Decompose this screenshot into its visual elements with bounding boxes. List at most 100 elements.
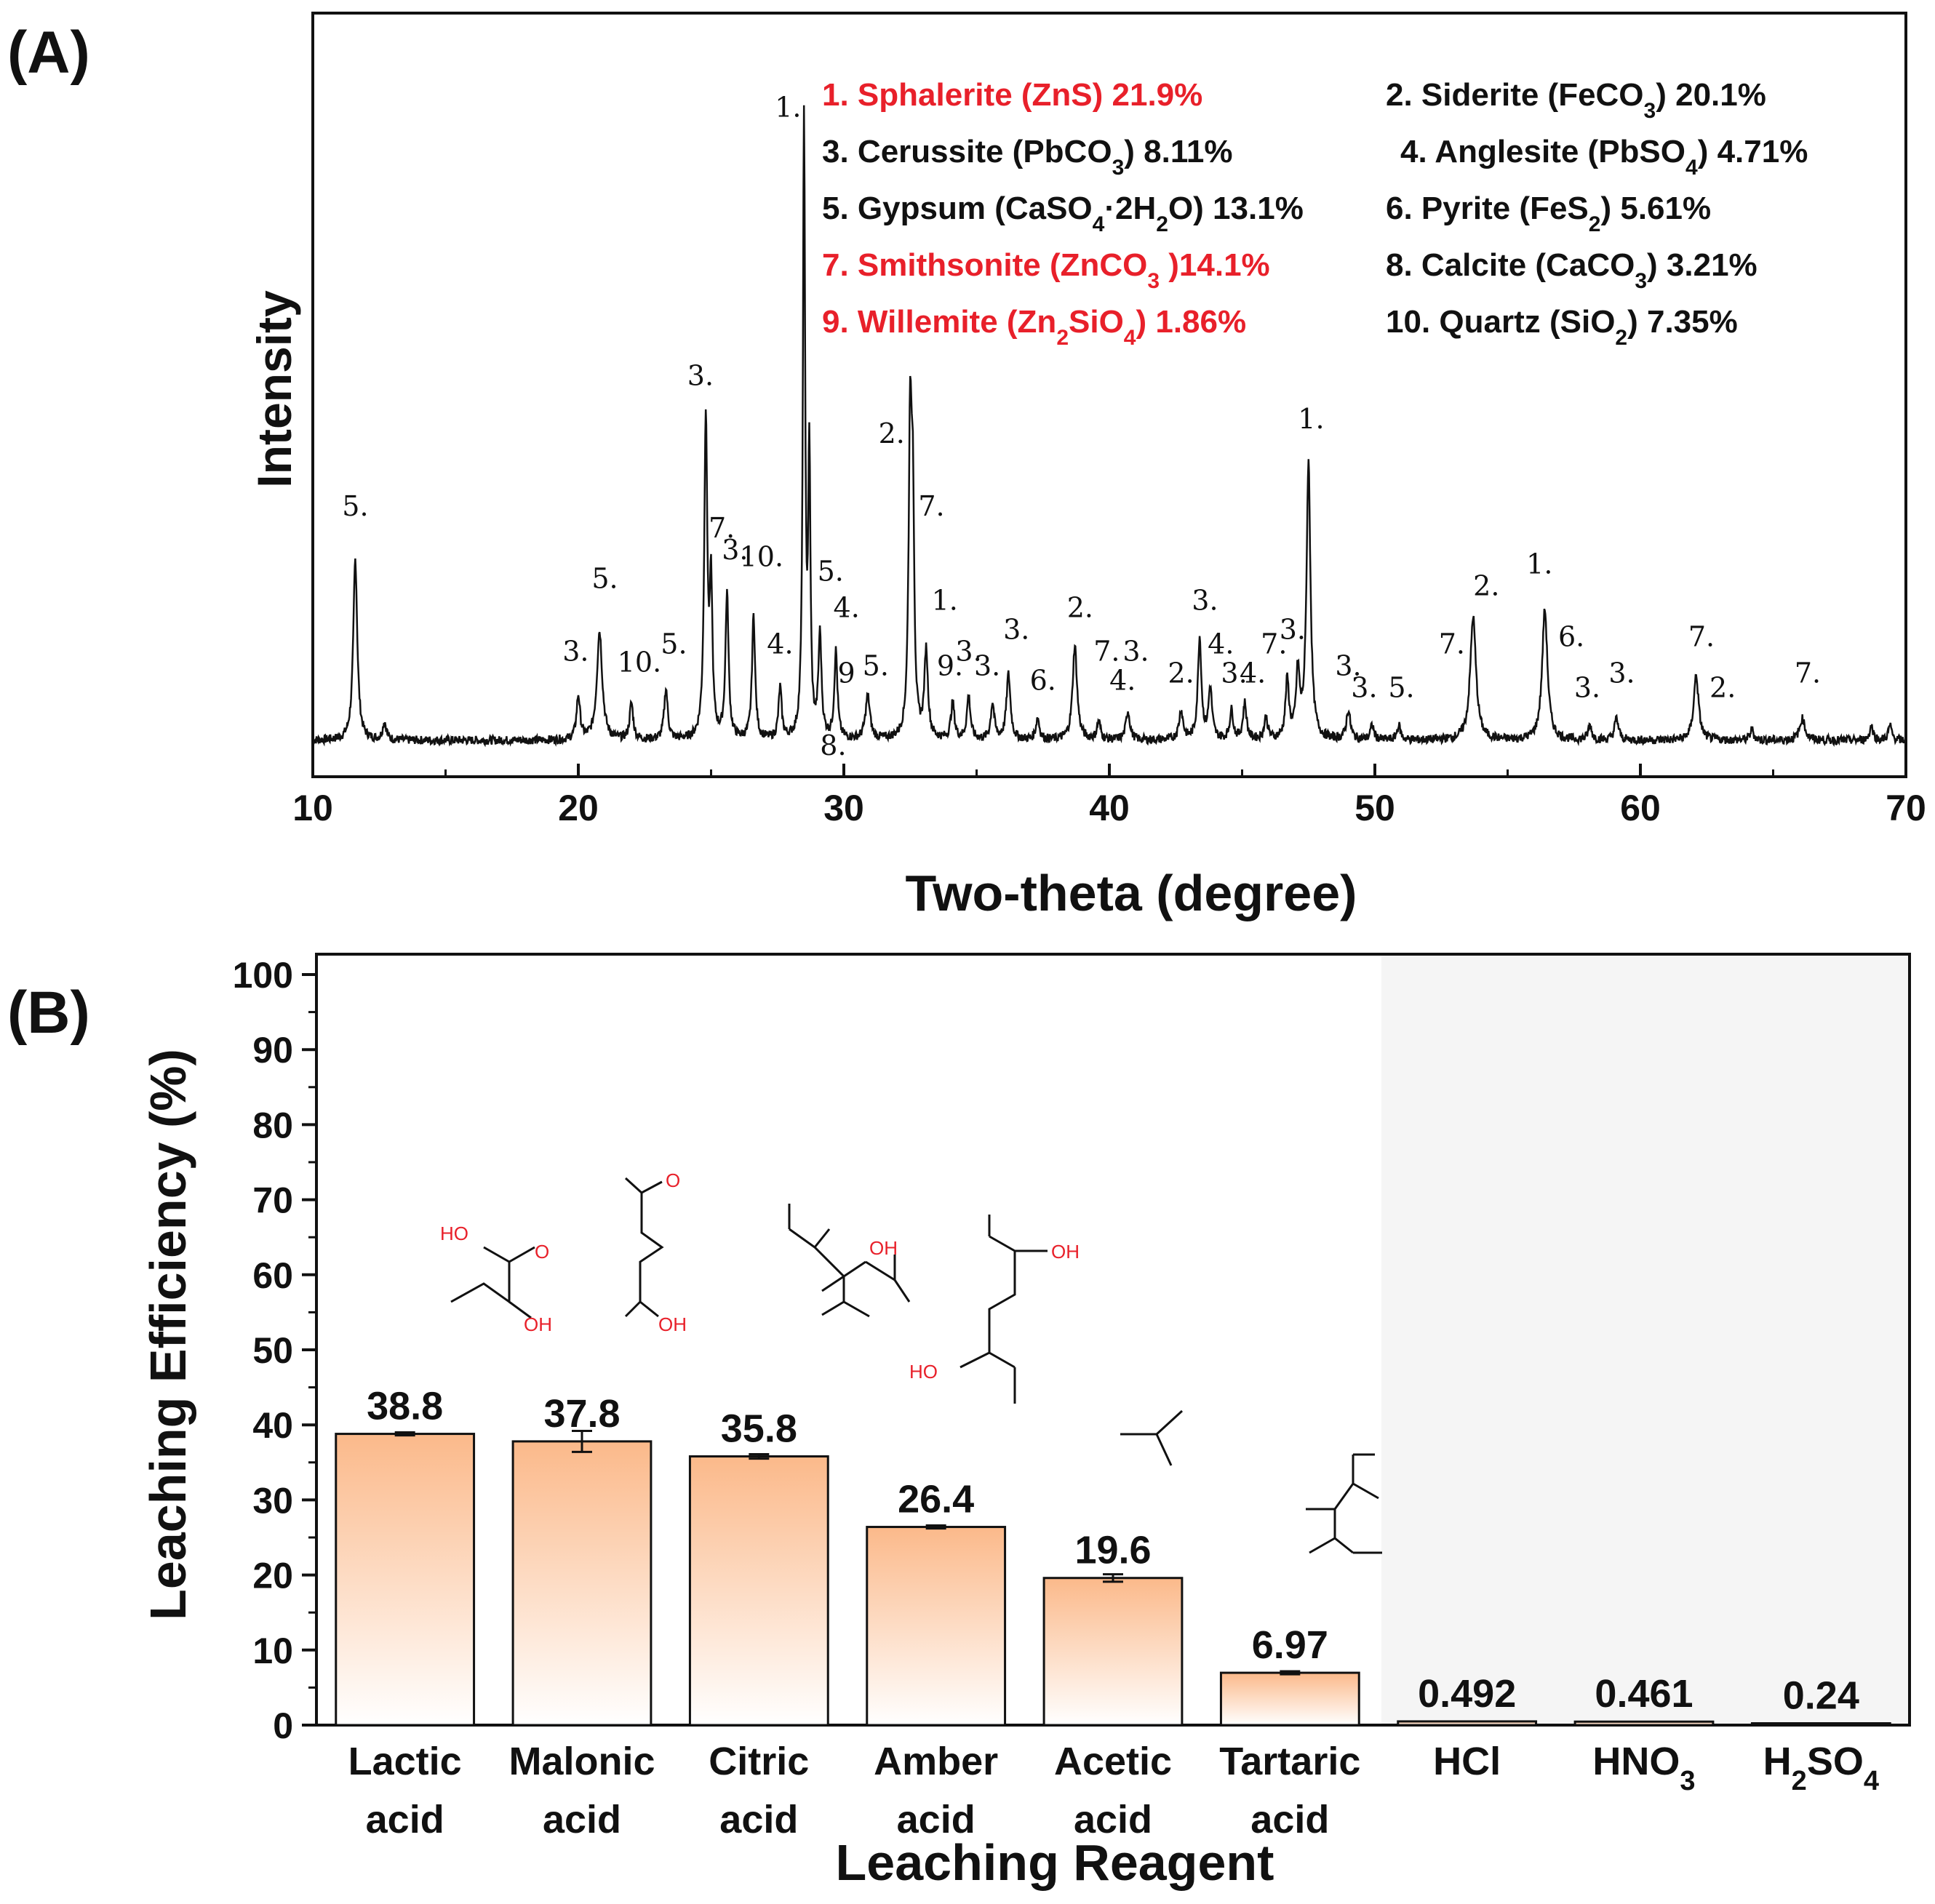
xrd-peak-annotation: 1. xyxy=(932,585,958,617)
bar-y-tick-label: 50 xyxy=(252,1330,293,1371)
xrd-peak-annotation: 10. xyxy=(740,541,783,573)
xrd-peak-annotation: 5. xyxy=(1388,671,1414,703)
xrd-legend-entry: 5. Gypsum (CaSO4·2H2O) 13.1% xyxy=(822,191,1304,236)
xrd-x-tick-label: 10 xyxy=(292,788,333,828)
xrd-peak-annotation: 5. xyxy=(591,563,618,595)
xrd-chart: 10 20 30 40 50 60 705.3.5.10.5.3.7.3.10.4.1.5.… xyxy=(292,12,1926,828)
xrd-legend-entry: 2. Siderite (FeCO3) 20.1% xyxy=(1386,77,1766,123)
xrd-legend-entry: 8. Calcite (CaCO3) 3.21% xyxy=(1386,247,1758,293)
bar-y-tick-label: 80 xyxy=(252,1105,293,1145)
bar-category-label-line2: acid xyxy=(543,1798,621,1841)
xrd-peak-annotation: 3. xyxy=(1192,585,1218,617)
molecule-structures xyxy=(450,1177,1382,1554)
bar-y-axis-title: Leaching Efficiency (%) xyxy=(140,1049,196,1620)
xrd-peak-annotation: 4. xyxy=(1208,628,1234,660)
xrd-peak-annotation: 3. xyxy=(687,359,714,391)
xrd-peak-annotation: 2. xyxy=(1067,592,1093,624)
xrd-peak-annotation: 2. xyxy=(1168,657,1194,689)
xrd-peak-annotation: 3. xyxy=(1003,613,1029,645)
xrd-peak-annotation: 3. xyxy=(1280,613,1306,645)
bar-category-label-line2: acid xyxy=(719,1798,798,1841)
xrd-peak-annotation: 7. xyxy=(1795,657,1821,689)
xrd-peak-annotation: 3. xyxy=(955,635,981,667)
xrd-peak-annotation: 10. xyxy=(618,646,661,678)
lactic-o-label: O xyxy=(535,1241,549,1263)
bar-y-tick-label: 0 xyxy=(273,1705,293,1746)
xrd-peak-annotation: 6. xyxy=(1558,620,1584,652)
bar-category-label: H2SO4 xyxy=(1763,1740,1879,1796)
xrd-peak-annotation: 3. xyxy=(562,635,589,667)
citric-oh-label: OH xyxy=(869,1237,898,1259)
xrd-peak-annotation: 7. xyxy=(918,490,944,522)
xrd-x-tick-label: 60 xyxy=(1620,788,1661,828)
bar-y-tick-label: 70 xyxy=(252,1180,293,1221)
bar-value-label: 0.492 xyxy=(1418,1672,1516,1716)
xrd-peak-annotation: 5. xyxy=(818,556,844,588)
xrd-legend-entry: 1. Sphalerite (ZnS) 21.9% xyxy=(822,77,1202,113)
bar-category-label: Malonic xyxy=(508,1740,655,1783)
bar-value-label: 37.8 xyxy=(543,1392,620,1436)
tartaric-acid-structure xyxy=(1306,1453,1382,1554)
xrd-peak-annotation: 3. xyxy=(1335,649,1361,681)
bar-category-label-line2: acid xyxy=(1250,1798,1329,1841)
bar xyxy=(866,1526,1007,1727)
xrd-legend-entry: 6. Pyrite (FeS2) 5.61% xyxy=(1386,191,1711,236)
xrd-peak-annotation: 3. xyxy=(1351,671,1377,703)
bar xyxy=(511,1440,653,1727)
bar-value-label: 0.461 xyxy=(1595,1672,1693,1716)
bar-value-label: 0.24 xyxy=(1783,1674,1859,1718)
bar-y-tick-label: 90 xyxy=(252,1030,293,1071)
bar-category-label: HNO3 xyxy=(1592,1740,1695,1796)
xrd-peak-annotation: 7. xyxy=(1688,620,1715,652)
xrd-peak-annotation: 7. xyxy=(1261,628,1287,660)
bar-y-tick-label: 60 xyxy=(252,1255,293,1296)
xrd-peak-annotation: 1. xyxy=(775,91,801,123)
bar-category-label: Citric xyxy=(709,1740,809,1783)
xrd-x-axis-title: Two-theta (degree) xyxy=(906,865,1357,921)
bar xyxy=(1219,1671,1360,1727)
xrd-peak-annotation: 1. xyxy=(1298,403,1324,435)
amber-oh-label: OH xyxy=(1051,1241,1080,1263)
lactic-oh-label: OH xyxy=(524,1313,552,1335)
bar-category-label-line2: acid xyxy=(366,1798,444,1841)
xrd-peak-annotation: 7. xyxy=(709,512,735,544)
xrd-peak-annotation: 4. xyxy=(767,628,793,660)
bar xyxy=(688,1455,829,1727)
xrd-legend-entry: 10. Quartz (SiO2) 7.35% xyxy=(1386,304,1738,350)
panel-a-label: (A) xyxy=(7,20,90,86)
xrd-peak-annotation: 2. xyxy=(1473,570,1499,602)
acetic-acid-structure xyxy=(1120,1409,1184,1466)
xrd-peak-annotation: 3. xyxy=(1608,657,1635,689)
xrd-peak-annotation: 4. xyxy=(1109,664,1136,696)
bar xyxy=(1573,1720,1715,1727)
malonic-oh-label: OH xyxy=(658,1313,687,1335)
bar-y-tick-label: 30 xyxy=(252,1480,293,1521)
bar-category-label: Acetic xyxy=(1054,1740,1172,1783)
xrd-peak-annotation: 2. xyxy=(879,417,905,449)
citric-acid-structure xyxy=(788,1204,911,1318)
xrd-x-tick-label: 50 xyxy=(1354,788,1395,828)
bar-value-label: 26.4 xyxy=(898,1478,974,1521)
bar-value-label: 19.6 xyxy=(1074,1529,1151,1572)
xrd-peak-annotation: 3. xyxy=(974,649,1000,681)
xrd-peak-annotation: 3. xyxy=(722,534,748,566)
xrd-peak-annotation: 7. xyxy=(1093,635,1120,667)
bar-y-tick-label: 100 xyxy=(233,955,293,996)
xrd-x-tick-label: 20 xyxy=(558,788,599,828)
xrd-peak-annotation: 2. xyxy=(1709,671,1736,703)
bar-value-label: 35.8 xyxy=(721,1407,797,1451)
bar-value-label: 6.97 xyxy=(1252,1623,1328,1667)
bar-value-label: 38.8 xyxy=(367,1385,443,1428)
bar xyxy=(335,1433,476,1727)
xrd-peak-annotation: 7. xyxy=(1439,628,1465,660)
bar-y-tick-label: 40 xyxy=(252,1405,293,1446)
bar xyxy=(1750,1722,1891,1727)
xrd-x-tick-label: 70 xyxy=(1886,788,1926,828)
malonic-acid-structure xyxy=(624,1177,664,1318)
xrd-x-tick-label: 40 xyxy=(1089,788,1130,828)
xrd-peak-annotation: 5. xyxy=(342,490,368,522)
bar-category-label: HCl xyxy=(1433,1740,1501,1783)
xrd-peak-annotation: 9. xyxy=(937,649,963,681)
molecule-atom-labels: HO O OH O OH OH HO OH xyxy=(440,1169,1080,1383)
bar-category-label-line2: acid xyxy=(897,1798,976,1841)
